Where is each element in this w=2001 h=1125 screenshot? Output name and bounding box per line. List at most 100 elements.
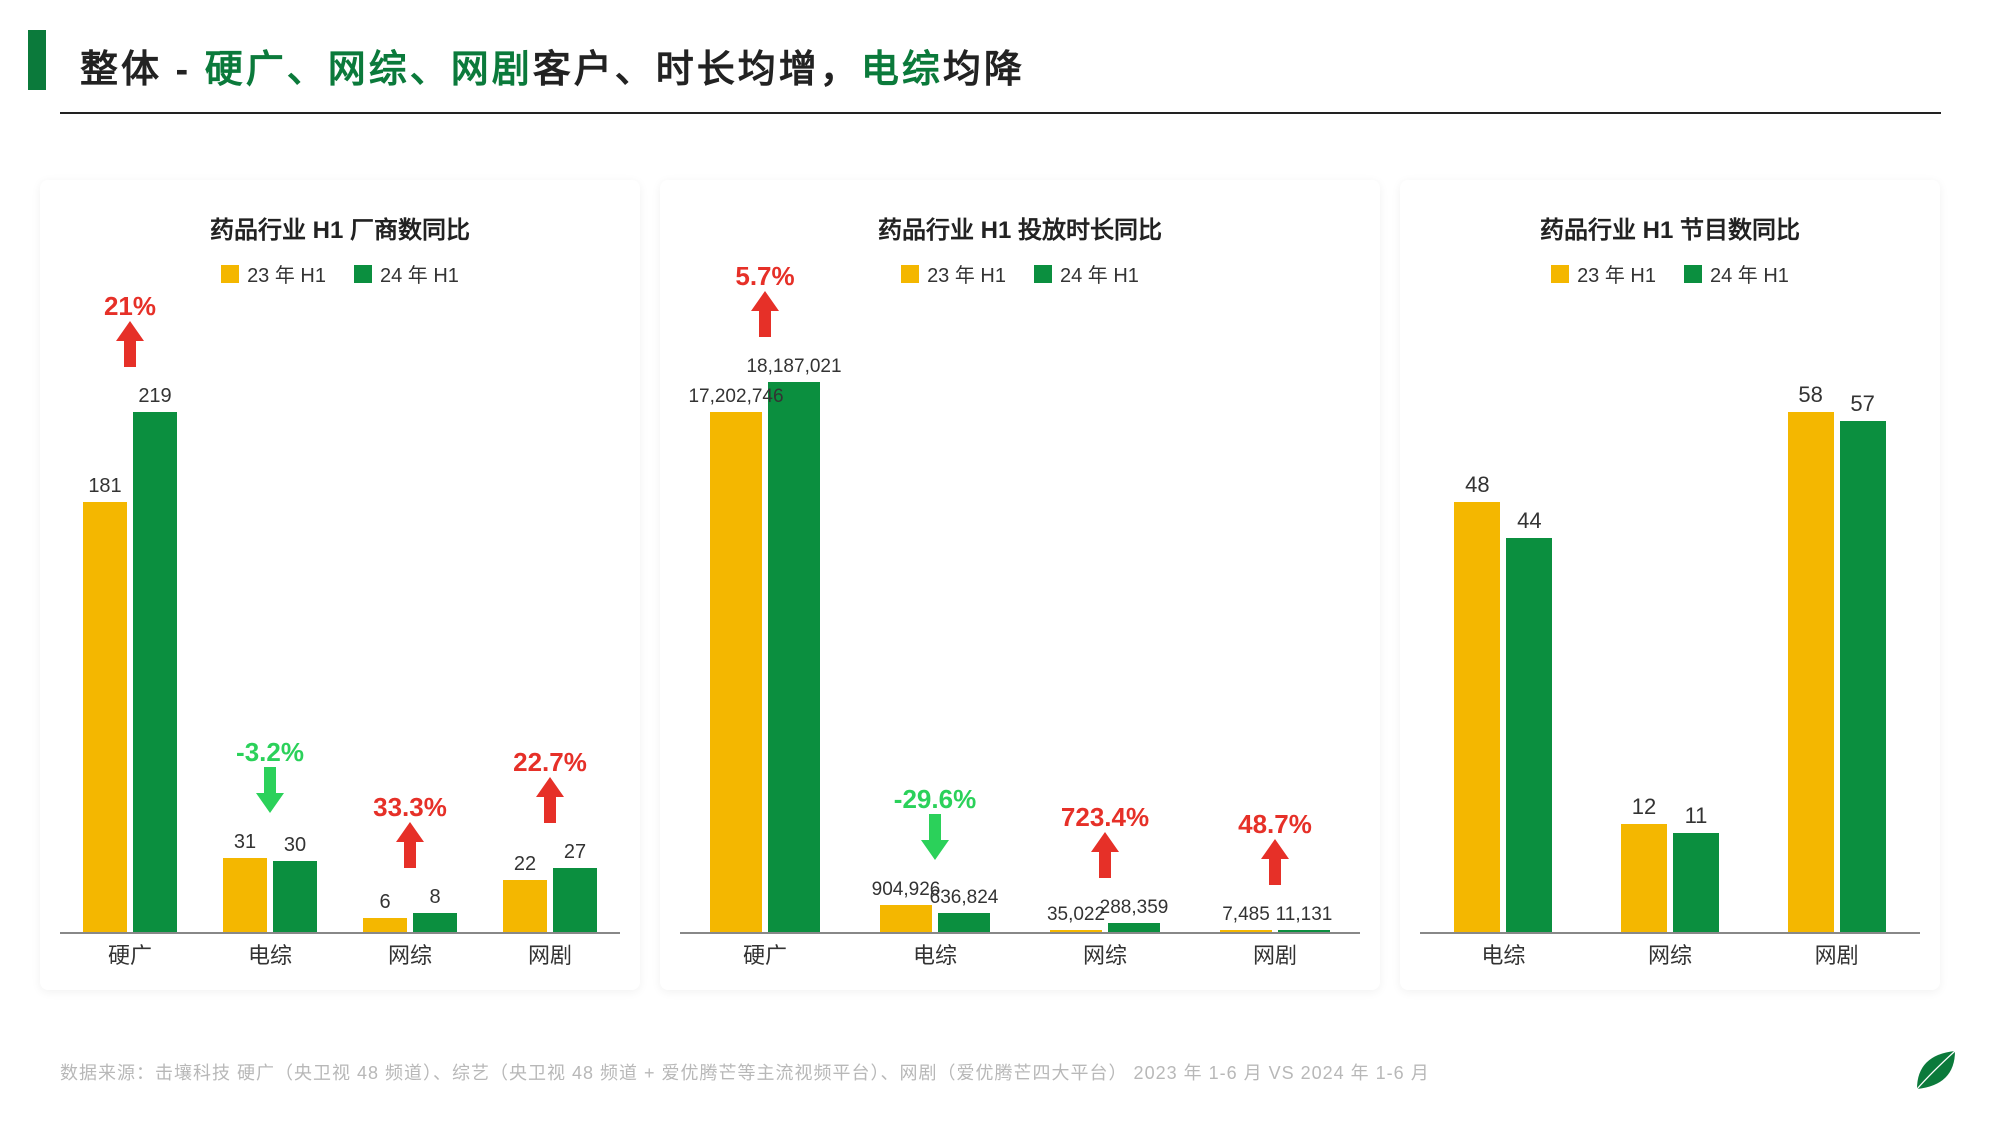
up-arrow-icon — [396, 822, 424, 873]
leaf-icon — [1911, 1045, 1961, 1095]
bar-value-24: 288,359 — [1100, 897, 1169, 919]
bar-24 — [1506, 538, 1552, 932]
legend-label-24: 24 年 H1 — [380, 259, 459, 288]
bar-23 — [83, 502, 127, 932]
bar-value-23: 181 — [88, 475, 121, 498]
category-label: 网剧 — [528, 938, 572, 970]
bar-24 — [413, 913, 457, 932]
category-label: 网剧 — [1815, 938, 1859, 970]
bar-value-24: 30 — [284, 834, 306, 857]
title-underline — [60, 112, 1941, 114]
legend-swatch-23 — [1551, 265, 1569, 283]
bar-value-24: 11 — [1685, 803, 1708, 829]
category-label: 网综 — [1083, 938, 1127, 970]
bar-value-23: 6 — [379, 891, 390, 914]
bar-value-23: 7,485 — [1222, 904, 1270, 926]
bar-value-24: 44 — [1517, 508, 1541, 534]
bar-24 — [1278, 930, 1330, 932]
category-label: 电综 — [248, 938, 292, 970]
bar-value-24: 11,131 — [1276, 904, 1333, 926]
bar-23 — [1050, 930, 1102, 932]
bar-23 — [223, 858, 267, 932]
axis-baseline — [1420, 932, 1920, 934]
legend-swatch-24 — [354, 265, 372, 283]
delta-label: -3.2% — [236, 737, 304, 768]
legend-label-23: 23 年 H1 — [247, 259, 326, 288]
bar-value-23: 22 — [514, 853, 536, 876]
legend-item-23: 23 年 H1 — [221, 259, 326, 288]
bar-23 — [710, 412, 762, 932]
legend-swatch-24 — [1034, 265, 1052, 283]
bar-value-23: 12 — [1632, 794, 1656, 820]
bar-value-24: 27 — [564, 841, 586, 864]
bar-23 — [1454, 502, 1500, 932]
bar-value-24: 636,824 — [930, 887, 999, 909]
data-source-footnote: 数据来源：击壤科技 硬广（央卫视 48 频道）、综艺（央卫视 48 频道 + 爱… — [60, 1059, 1430, 1085]
legend-item-24: 24 年 H1 — [1034, 259, 1139, 288]
title-accent-bar — [28, 30, 46, 90]
bar-23 — [363, 918, 407, 932]
up-arrow-icon — [536, 777, 564, 828]
bar-value-24: 8 — [429, 886, 440, 909]
down-arrow-icon — [921, 814, 949, 865]
bar-value-23: 31 — [234, 831, 256, 854]
delta-label: 5.7% — [735, 261, 794, 292]
bar-23 — [503, 880, 547, 932]
chart-title: 药品行业 H1 投放时长同比 — [680, 210, 1360, 245]
bar-24 — [553, 868, 597, 932]
bar-value-23: 48 — [1465, 472, 1489, 498]
up-arrow-icon — [1091, 832, 1119, 883]
chart-title: 药品行业 H1 节目数同比 — [1420, 210, 1920, 245]
legend-label-23: 23 年 H1 — [927, 259, 1006, 288]
axis-baseline — [60, 932, 620, 934]
delta-label: 48.7% — [1238, 809, 1312, 840]
category-label: 网综 — [388, 938, 432, 970]
category-label: 电综 — [913, 938, 957, 970]
bar-24 — [1108, 923, 1160, 932]
legend-label-24: 24 年 H1 — [1060, 259, 1139, 288]
bar-value-23: 35,022 — [1047, 904, 1105, 926]
bar-value-24: 18,187,021 — [746, 356, 841, 378]
legend-item-23: 23 年 H1 — [1551, 259, 1656, 288]
legend-item-23: 23 年 H1 — [901, 259, 1006, 288]
legend-item-24: 24 年 H1 — [1684, 259, 1789, 288]
bar-24 — [133, 412, 177, 932]
delta-label: 33.3% — [373, 792, 447, 823]
delta-label: -29.6% — [894, 784, 976, 815]
chart-plot-0: 硬广18121921%电综3130-3.2%网综6833.3%网剧222722.… — [60, 304, 620, 970]
delta-label: 22.7% — [513, 747, 587, 778]
category-label: 硬广 — [743, 938, 787, 970]
category-label: 网综 — [1648, 938, 1692, 970]
up-arrow-icon — [751, 291, 779, 342]
axis-baseline — [680, 932, 1360, 934]
bar-24 — [1840, 421, 1886, 932]
page-title: 整体 - 硬广、网综、网剧客户、时长均增，电综均降 — [80, 38, 1025, 93]
legend-swatch-23 — [901, 265, 919, 283]
bar-value-24: 57 — [1850, 391, 1874, 417]
bar-24 — [273, 861, 317, 932]
legend-label-24: 24 年 H1 — [1710, 259, 1789, 288]
bar-23 — [1788, 412, 1834, 932]
chart-panel-shows: 药品行业 H1 节目数同比 23 年 H1 24 年 H1 电综 48 44 网综 12… — [1400, 180, 1940, 990]
down-arrow-icon — [256, 767, 284, 818]
category-label: 电综 — [1481, 938, 1525, 970]
bar-24 — [768, 382, 820, 932]
legend-swatch-23 — [221, 265, 239, 283]
up-arrow-icon — [116, 321, 144, 372]
legend-label-23: 23 年 H1 — [1577, 259, 1656, 288]
bar-24 — [1673, 833, 1719, 932]
chart-plot-1: 硬广17,202,74618,187,0215.7%电综904,926636,8… — [680, 304, 1360, 970]
legend-item-24: 24 年 H1 — [354, 259, 459, 288]
bar-24 — [938, 913, 990, 932]
bar-23 — [880, 905, 932, 932]
bar-value-23: 58 — [1798, 382, 1822, 408]
delta-label: 21% — [104, 291, 156, 322]
bar-value-24: 219 — [138, 385, 171, 408]
chart-panel-duration: 药品行业 H1 投放时长同比 23 年 H1 24 年 H1 硬广17,202,… — [660, 180, 1380, 990]
chart-title: 药品行业 H1 厂商数同比 — [60, 210, 620, 245]
up-arrow-icon — [1261, 839, 1289, 890]
charts-row: 药品行业 H1 厂商数同比 23 年 H1 24 年 H1 硬广 181 219 21… — [40, 180, 1961, 990]
legend-swatch-24 — [1684, 265, 1702, 283]
chart-panel-vendors: 药品行业 H1 厂商数同比 23 年 H1 24 年 H1 硬广18121921… — [40, 180, 640, 990]
bar-23 — [1621, 824, 1667, 932]
